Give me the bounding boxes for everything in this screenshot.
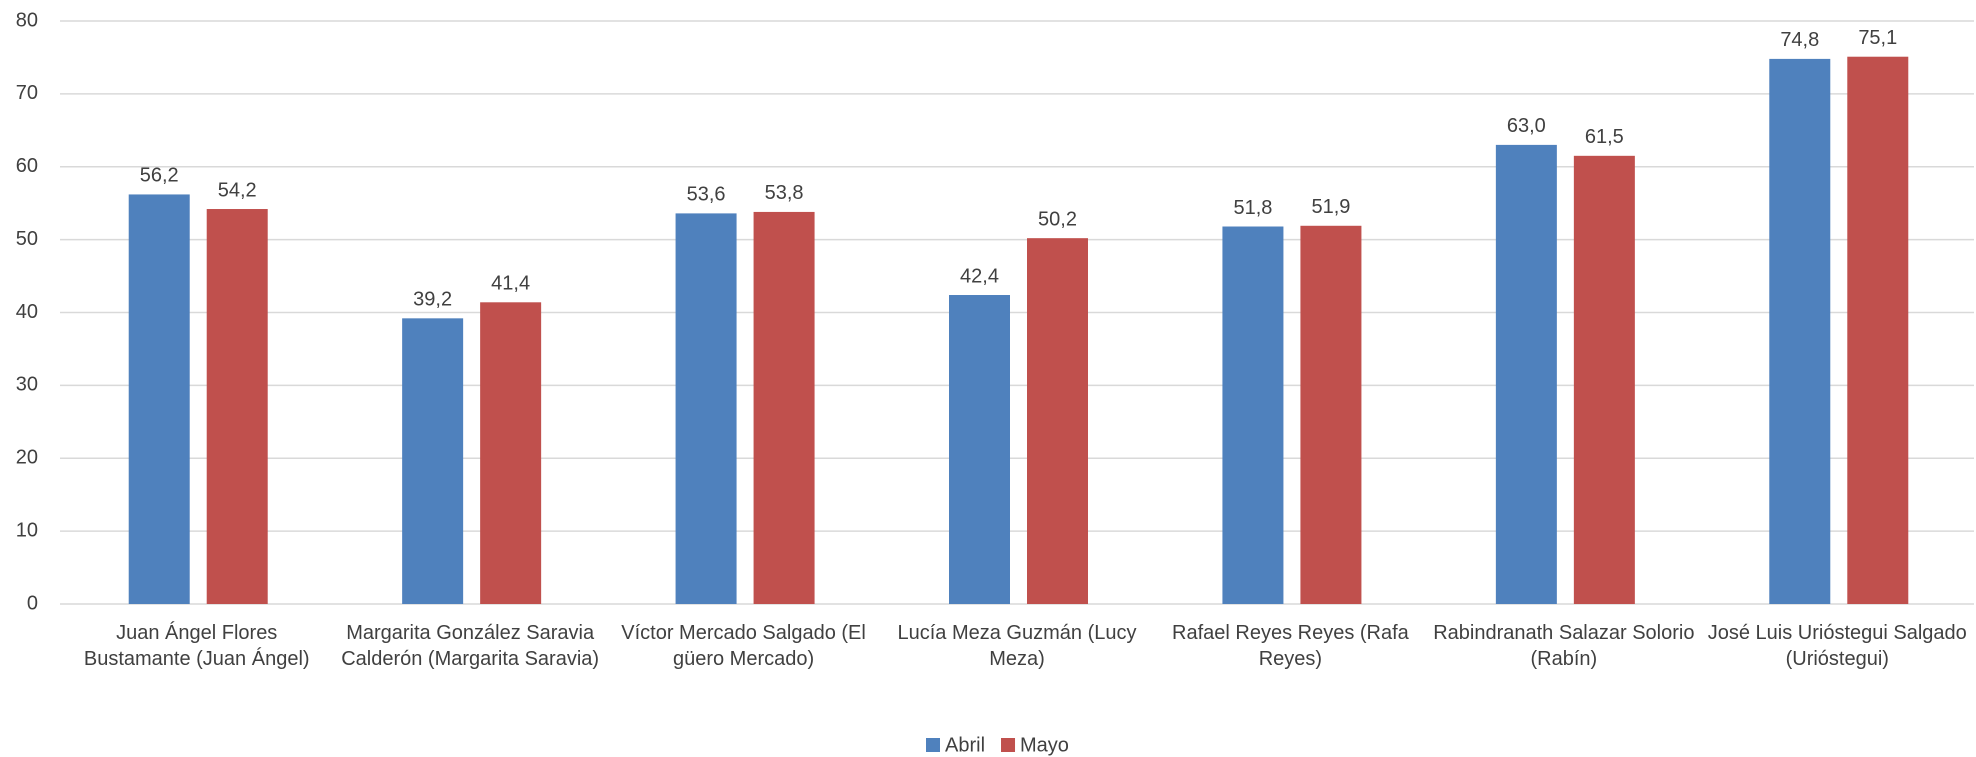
legend-swatch — [1001, 738, 1016, 752]
y-tick-label: 20 — [16, 447, 38, 469]
bar — [206, 209, 268, 604]
x-tick-label: Rafael Reyes Reyes (Rafa Reyes) — [1172, 622, 1409, 670]
data-label: 56,2 — [140, 165, 179, 187]
y-tick-label: 40 — [16, 301, 38, 323]
legend-swatch — [926, 738, 940, 752]
bar — [675, 213, 737, 604]
data-label: 75,1 — [1858, 27, 1897, 49]
bar — [1495, 144, 1557, 604]
x-tick-label: Rabindranath Salazar Solorio (Rabín) — [1433, 622, 1695, 670]
data-label: 39,2 — [413, 289, 452, 311]
y-tick-label: 0 — [27, 592, 38, 614]
y-tick-label: 50 — [16, 228, 38, 250]
bar — [1847, 56, 1909, 605]
y-tick-label: 60 — [16, 155, 38, 177]
legend-label: Abril — [945, 734, 985, 756]
bar — [1222, 226, 1284, 604]
bar — [1027, 238, 1088, 605]
bar — [1769, 58, 1831, 604]
bar — [402, 318, 464, 604]
x-tick-label: Juan Ángel Flores Bustamante (Juan Ángel… — [83, 622, 310, 670]
x-tick-label: José Luis Urióstegui Salgado (Urióstegui… — [1707, 622, 1967, 670]
y-tick-label: 80 — [16, 9, 38, 31]
data-label: 53,8 — [765, 182, 804, 204]
bar — [1300, 225, 1362, 604]
data-label: 41,4 — [491, 273, 530, 295]
y-tick-label: 70 — [16, 82, 38, 104]
bar — [480, 302, 542, 604]
x-tick-label: Víctor Mercado Salgado (El güero Mercado… — [621, 622, 866, 670]
x-tick-label: Margarita González Saravia Calderón (Mar… — [341, 622, 600, 670]
data-label: 42,4 — [960, 265, 999, 287]
data-label: 51,8 — [1233, 197, 1272, 219]
data-label: 51,9 — [1311, 196, 1350, 218]
bar — [1573, 155, 1635, 604]
data-label: 50,2 — [1038, 208, 1077, 230]
x-tick-label: Lucía Meza Guzmán (Lucy Meza) — [897, 622, 1137, 670]
bar — [949, 295, 1010, 604]
bar — [753, 211, 815, 604]
legend-label: Mayo — [1020, 734, 1069, 756]
data-label: 54,2 — [218, 179, 257, 201]
y-tick-label: 10 — [16, 519, 38, 541]
data-label: 63,0 — [1507, 115, 1546, 137]
y-tick-label: 30 — [16, 374, 38, 396]
data-label: 74,8 — [1780, 29, 1819, 51]
data-label: 61,5 — [1585, 126, 1624, 148]
data-label: 53,6 — [687, 184, 726, 206]
bar — [128, 194, 190, 604]
